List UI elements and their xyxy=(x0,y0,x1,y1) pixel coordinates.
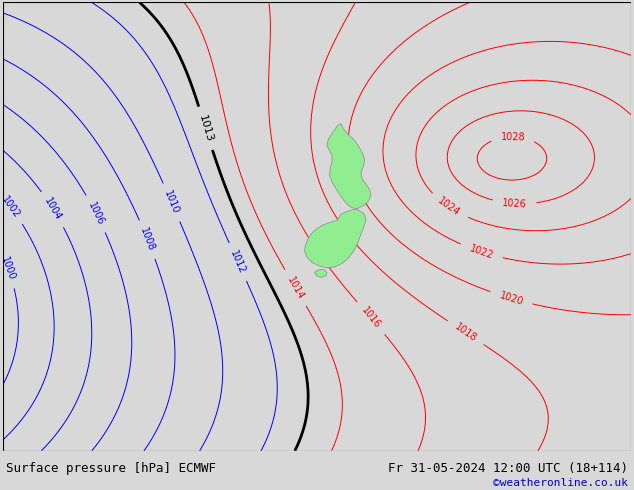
Text: 1010: 1010 xyxy=(162,189,181,216)
Polygon shape xyxy=(314,270,327,277)
Text: 1000: 1000 xyxy=(0,256,16,282)
Text: 1024: 1024 xyxy=(436,196,462,218)
Text: 1022: 1022 xyxy=(468,243,495,261)
Text: 1016: 1016 xyxy=(359,305,382,331)
Text: 1006: 1006 xyxy=(86,200,106,227)
Text: 1018: 1018 xyxy=(453,321,479,344)
Text: Fr 31-05-2024 12:00 UTC (18+114): Fr 31-05-2024 12:00 UTC (18+114) xyxy=(387,462,628,475)
Text: 1004: 1004 xyxy=(42,196,63,222)
Polygon shape xyxy=(304,210,366,268)
Text: 1026: 1026 xyxy=(501,197,527,209)
Text: 1012: 1012 xyxy=(228,249,247,275)
Text: 1028: 1028 xyxy=(500,132,525,142)
Text: 1002: 1002 xyxy=(0,194,22,220)
Text: 1013: 1013 xyxy=(197,114,214,143)
Text: Surface pressure [hPa] ECMWF: Surface pressure [hPa] ECMWF xyxy=(6,462,216,475)
Text: 1014: 1014 xyxy=(285,275,306,301)
Polygon shape xyxy=(327,123,371,209)
Text: 1020: 1020 xyxy=(498,290,524,307)
Text: 1008: 1008 xyxy=(138,226,157,253)
Text: ©weatheronline.co.uk: ©weatheronline.co.uk xyxy=(493,478,628,488)
